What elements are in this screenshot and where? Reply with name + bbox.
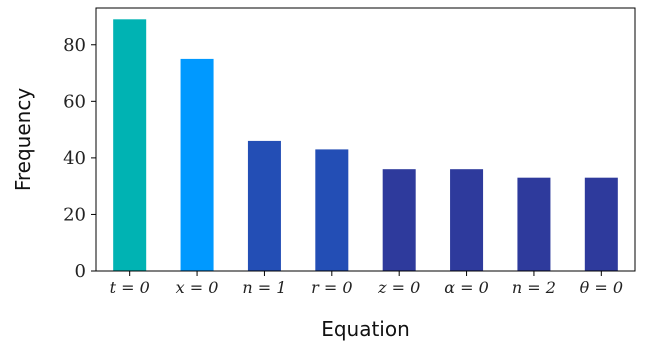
x-axis: t = 0 x = 0 n = 1 r = 0 z = 0 α = 0 n = 2 θ = 0: [110, 271, 623, 297]
bar-7: [517, 177, 551, 271]
y-tick-label-3: 40: [63, 148, 86, 169]
x-tick-label-1: t = 0: [110, 278, 150, 297]
x-tick-label-8: θ = 0: [580, 278, 623, 297]
plot-frame: [95, 7, 636, 272]
x-tick-label-2: x = 0: [176, 278, 219, 297]
x-axis-title: Equation: [321, 317, 410, 341]
bar-3: [247, 140, 281, 271]
bar-1: [113, 19, 147, 272]
bar-6: [450, 169, 484, 271]
x-tick-label-6: α = 0: [444, 278, 489, 297]
y-tick-label-2: 20: [63, 204, 86, 225]
x-tick-label-3: n = 1: [242, 278, 286, 297]
bar-4: [315, 149, 349, 271]
y-tick-label-1: 0: [75, 261, 86, 282]
y-axis: 0 20 40 60 80: [63, 35, 96, 282]
y-tick-label-5: 80: [63, 35, 86, 56]
bar-8: [584, 177, 618, 271]
bar-5: [382, 169, 416, 271]
x-tick-label-5: z = 0: [377, 278, 420, 297]
x-tick-label-7: n = 2: [512, 278, 556, 297]
bars-group: [113, 19, 618, 272]
y-axis-title: Frequency: [11, 88, 35, 191]
x-tick-label-4: r = 0: [311, 278, 352, 297]
bar-2: [180, 58, 214, 272]
y-tick-label-4: 60: [63, 91, 86, 112]
